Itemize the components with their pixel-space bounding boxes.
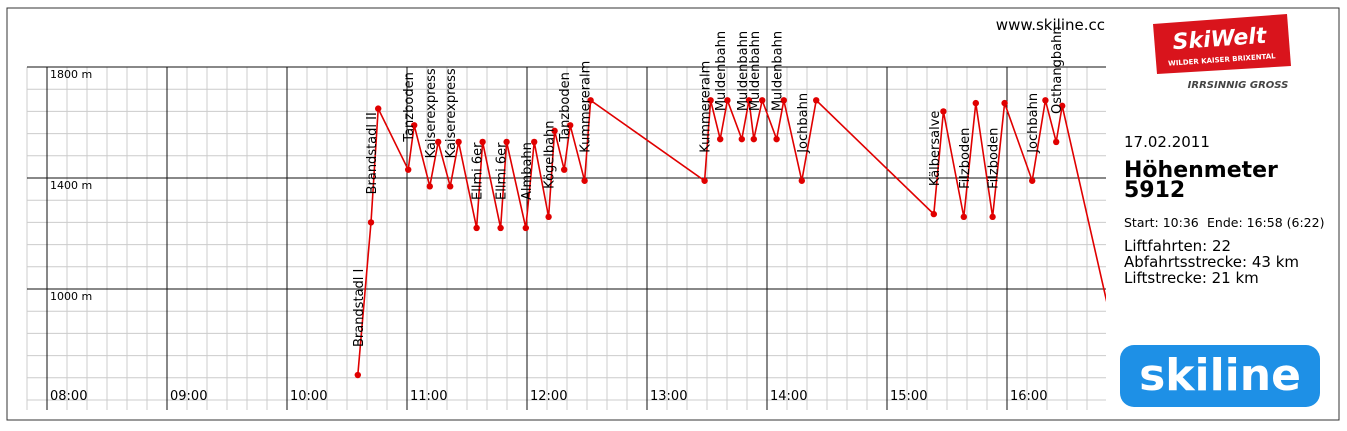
point xyxy=(455,138,462,146)
point xyxy=(1053,138,1060,146)
start: Start: 10:36 xyxy=(1124,215,1199,230)
point xyxy=(780,97,788,104)
point xyxy=(750,135,758,143)
point xyxy=(503,138,510,146)
lift-label: Ellmi 6er xyxy=(471,142,486,200)
lift-label: Muldenbahn xyxy=(736,31,751,111)
point xyxy=(447,183,454,190)
plot xyxy=(354,97,1106,379)
lift-label: Ellmi 6er xyxy=(495,142,510,200)
y-tick-label: 1400 m xyxy=(50,179,92,192)
rides: Liftfahrten: 22 xyxy=(1124,237,1231,255)
point xyxy=(435,138,442,146)
point xyxy=(1001,99,1008,107)
end: Ende: 16:58 (6:22) xyxy=(1207,215,1324,230)
point xyxy=(587,97,594,104)
lift-label: Muldenbahn xyxy=(771,31,786,111)
point xyxy=(522,224,530,232)
skiline-logo: skiline xyxy=(1120,345,1320,407)
point xyxy=(930,210,938,218)
y-tick-label: 1000 m xyxy=(50,290,92,303)
point xyxy=(1042,97,1049,104)
line xyxy=(357,97,1106,376)
lift-label: Kummereralm xyxy=(579,61,594,153)
point xyxy=(426,183,434,190)
point xyxy=(972,99,980,107)
lift-label: Brandstadl II xyxy=(365,112,380,194)
lift-label: Almbahn xyxy=(520,142,535,200)
point xyxy=(497,224,504,232)
point xyxy=(940,108,947,115)
point xyxy=(561,166,568,173)
point xyxy=(773,135,780,143)
downhill: Abfahrtsstrecke: 43 km xyxy=(1124,253,1299,271)
lift-label: Kälbersalve xyxy=(928,111,943,187)
lift-label: Kummereralm xyxy=(699,61,714,153)
slogan: IRRSINNIG GROSS xyxy=(1188,80,1289,91)
point xyxy=(354,371,362,379)
frame xyxy=(6,7,1340,421)
grid: 08:00 09:00 10:00 11:00 12:00 13:00 14:00 15:00… xyxy=(26,66,1106,410)
elevation: 5912 xyxy=(1124,178,1185,203)
point xyxy=(551,127,558,135)
skiwelt-logo: SkiWelt WILDER KAISER BRIXENTAL IRRSINNI… xyxy=(1153,14,1291,91)
point xyxy=(989,213,996,221)
logo: skiline xyxy=(1139,350,1301,401)
lift-label: Filzboden xyxy=(987,128,1002,189)
y-tick-label: 1800 m xyxy=(50,68,92,81)
point xyxy=(960,213,968,221)
point xyxy=(759,97,766,104)
point xyxy=(745,97,753,104)
x-tick-label: 16:00 xyxy=(1010,389,1047,404)
lift-label: Osthangbahn xyxy=(1050,26,1065,114)
point xyxy=(479,138,486,146)
point xyxy=(367,219,375,226)
point xyxy=(581,177,588,184)
elevation-title: Höhenmeter xyxy=(1124,158,1278,183)
date: 17.02.2011 xyxy=(1124,133,1210,151)
point xyxy=(1059,102,1066,110)
point xyxy=(717,135,724,143)
point xyxy=(701,177,708,184)
x-tick-label: 09:00 xyxy=(170,389,207,404)
lift-label: Brandstadl I xyxy=(352,269,367,347)
x-tick-label: 10:00 xyxy=(290,389,327,404)
x-tick-label: 14:00 xyxy=(770,389,807,404)
point xyxy=(405,166,412,173)
point xyxy=(738,135,746,143)
lift-label: Tanzboden xyxy=(402,72,417,143)
x-tick-label: 08:00 xyxy=(50,389,87,404)
lift-label: Jochbahn xyxy=(1026,93,1041,154)
lift-distance: Liftstrecke: 21 km xyxy=(1124,269,1259,287)
point xyxy=(411,122,418,129)
x-tick-label: 12:00 xyxy=(530,389,567,404)
point xyxy=(707,97,714,104)
point xyxy=(473,224,480,232)
website: www.skiline.cc xyxy=(996,16,1105,34)
point xyxy=(545,213,552,221)
x-tick-label: 15:00 xyxy=(890,389,927,404)
point xyxy=(567,122,574,129)
point xyxy=(813,97,820,104)
x-tick-label: 13:00 xyxy=(650,389,687,404)
lift-label: Muldenbahn xyxy=(748,31,763,111)
lift-label: Kaiserexpress xyxy=(424,68,439,158)
point xyxy=(724,97,731,104)
lift-label: Kögelbahn xyxy=(543,120,558,188)
point xyxy=(798,177,806,184)
point xyxy=(375,105,382,112)
point xyxy=(1029,177,1036,184)
x-tick-label: 11:00 xyxy=(410,389,447,404)
lift-label: Filzboden xyxy=(958,128,973,189)
lift-label: Kaiserexpress xyxy=(444,68,459,158)
point xyxy=(531,138,538,146)
lift-label: Tanzboden xyxy=(558,72,573,143)
lift-label: Muldenbahn xyxy=(714,31,729,111)
lift-label: Jochbahn xyxy=(796,93,811,154)
